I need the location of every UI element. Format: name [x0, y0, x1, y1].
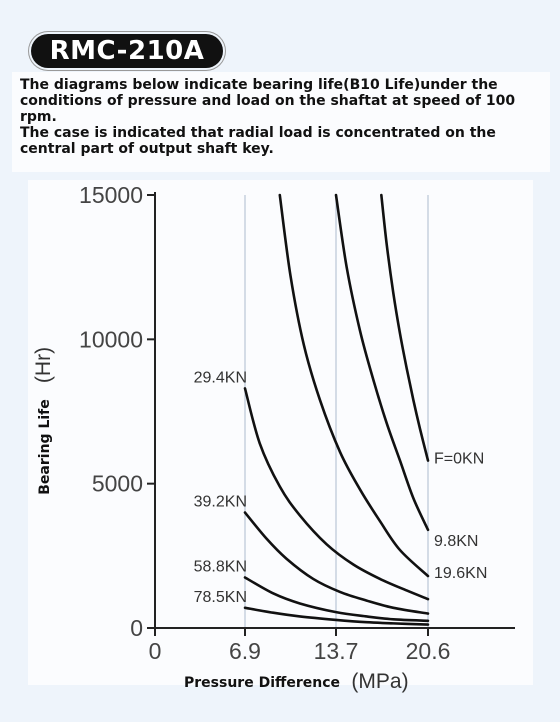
description-box [12, 72, 550, 172]
y-axis-label: Bearing Life [37, 399, 53, 494]
series-labels: F=0KN 9.8KN 19.6KN 29.4KN 39.2KN 58.8KN 78.5KN [194, 369, 488, 605]
x-tick-label: 0 [149, 638, 162, 664]
x-axis-label: Pressure Difference [184, 675, 340, 691]
description-line-2: The case is indicated that radial load i… [20, 125, 496, 157]
series-label: 9.8KN [434, 533, 478, 550]
model-title-badge: RMC-210A [31, 34, 223, 68]
curve-39.2KN [243, 511, 430, 615]
grid-lines [244, 195, 429, 628]
series-label: F=0KN [434, 451, 484, 468]
y-tick-label: 15000 [79, 182, 143, 208]
x-tick-label: 6.9 [229, 638, 261, 664]
series-label: 58.8KN [194, 558, 247, 575]
tick-labels: 0 5000 10000 15000 0 6.9 13.7 20.6 [79, 182, 450, 664]
y-axis-unit: (Hr) [32, 347, 55, 383]
curve-9.8KN [334, 193, 430, 532]
series-label: 19.6KN [434, 565, 487, 582]
description-line-1: The diagrams below indicate bearing life… [20, 77, 516, 125]
curve-F=0KN [380, 193, 430, 462]
chart-background [28, 180, 533, 685]
curve-19.6KN [278, 193, 430, 578]
series-label: 78.5KN [194, 589, 247, 606]
x-tick-label: 20.6 [406, 638, 451, 664]
axes [147, 192, 515, 636]
series-label: 39.2KN [194, 494, 247, 511]
y-tick-label: 0 [130, 615, 143, 641]
y-tick-label: 5000 [92, 471, 143, 497]
curve-78.5KN [243, 606, 430, 626]
y-tick-label: 10000 [79, 326, 143, 352]
curve-58.8KN [243, 576, 430, 623]
curves [243, 193, 430, 626]
x-axis-unit: (MPa) [351, 670, 408, 693]
series-label: 29.4KN [194, 369, 247, 386]
x-tick-label: 13.7 [314, 638, 359, 664]
curve-29.4KN [243, 387, 430, 601]
